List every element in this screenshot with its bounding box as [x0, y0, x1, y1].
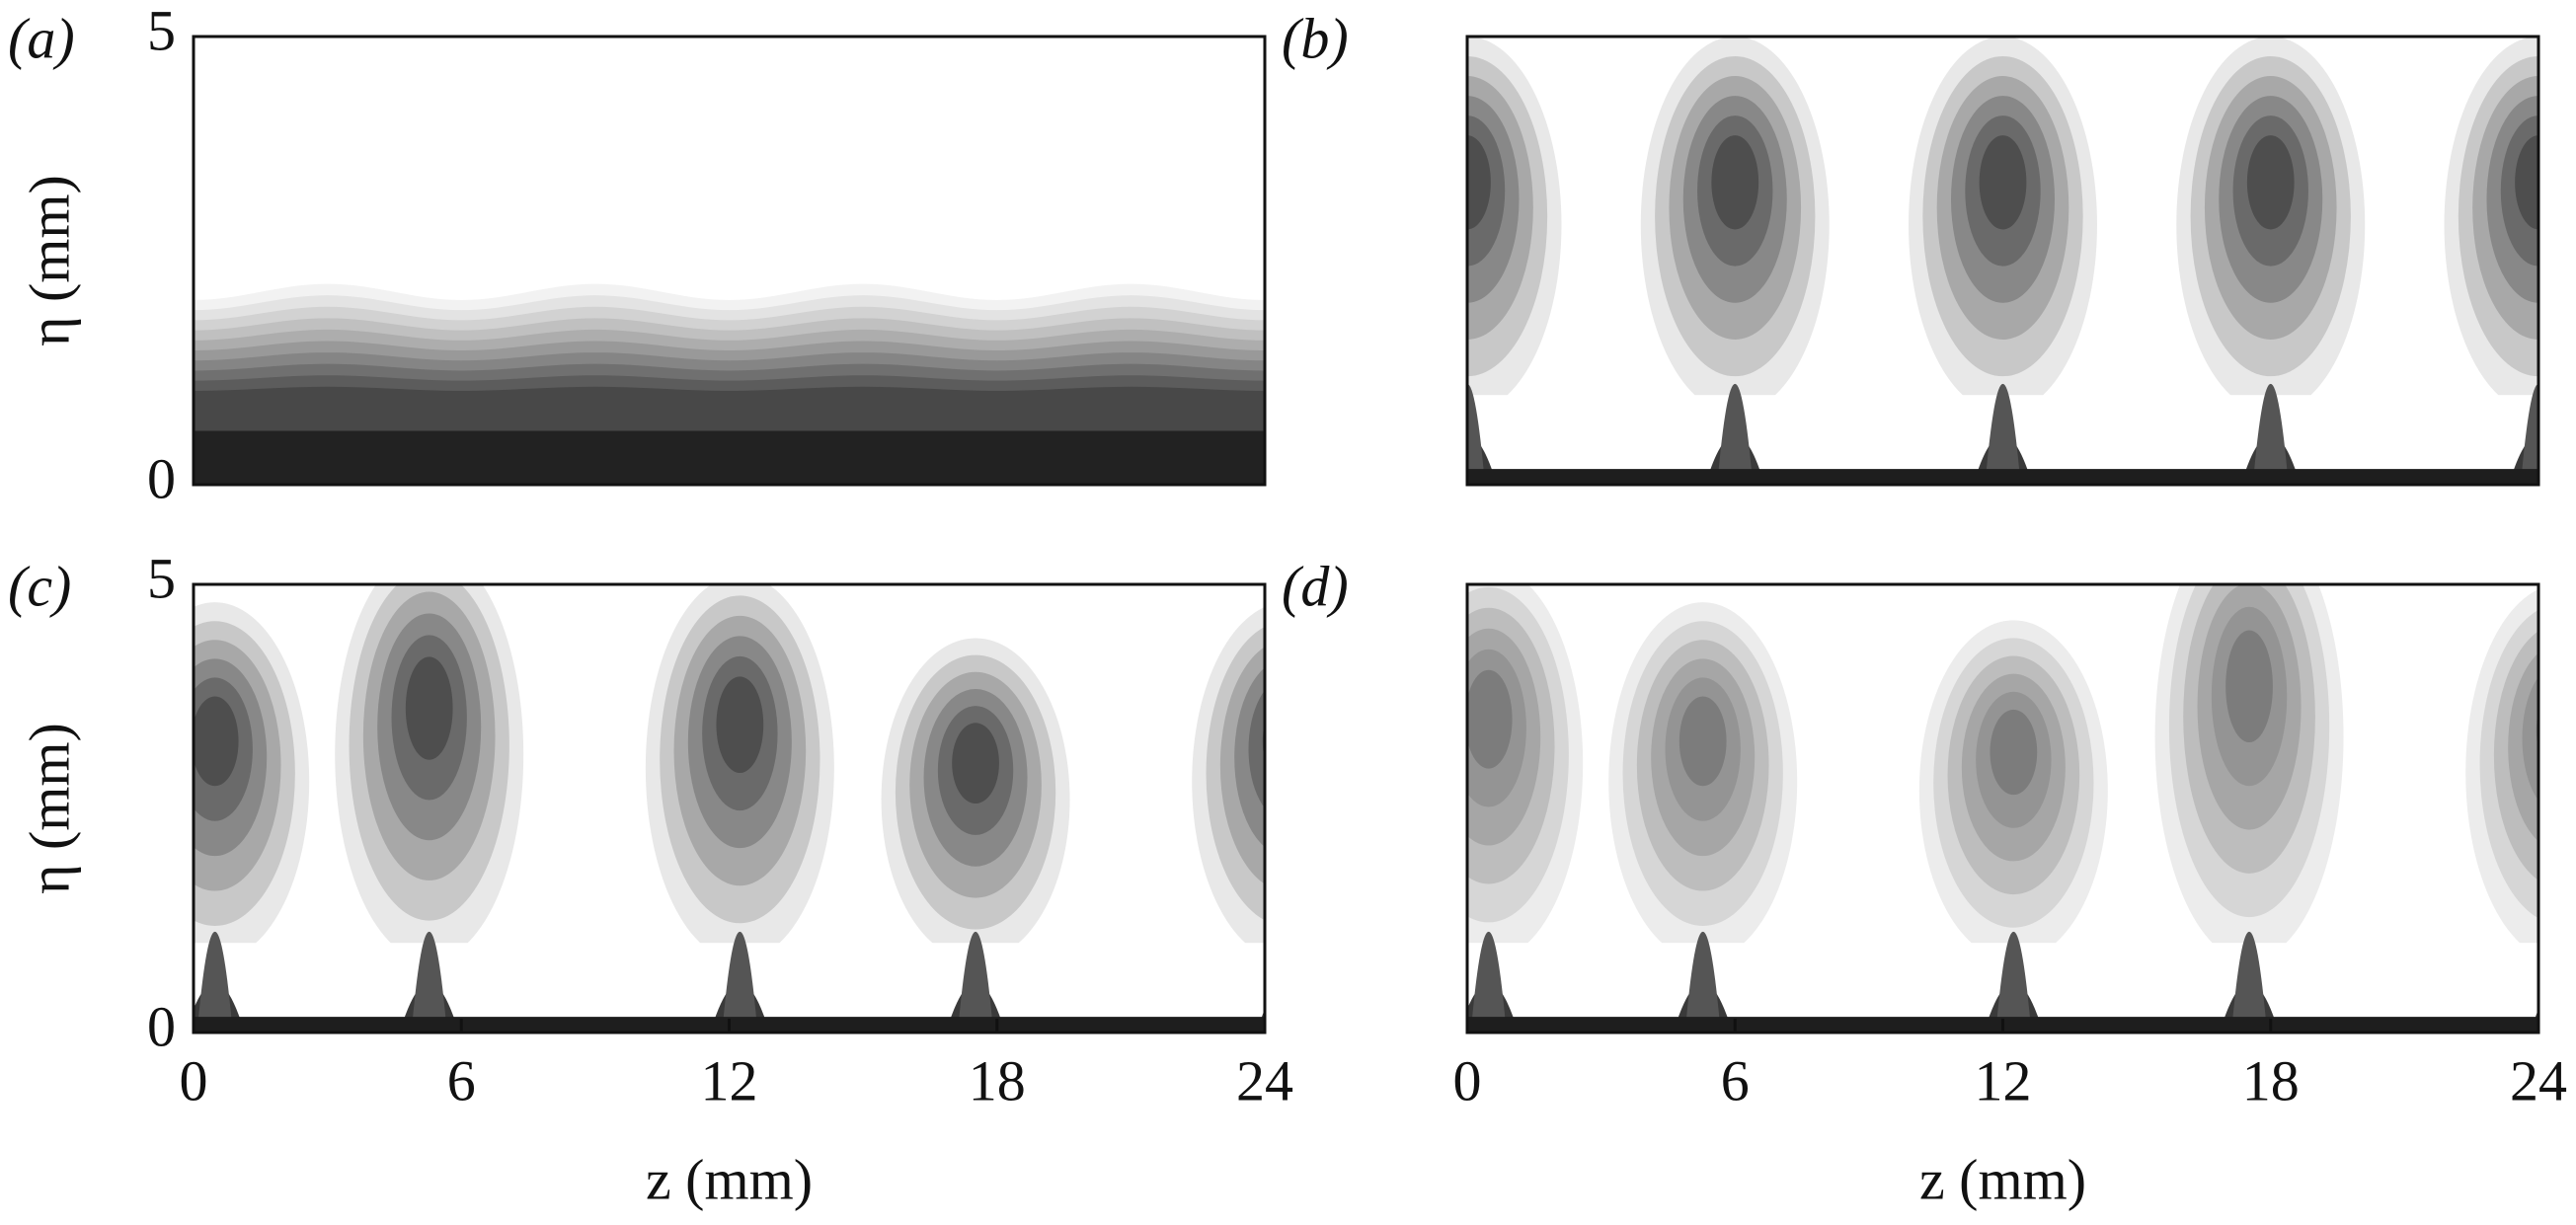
contour-band	[2515, 135, 2538, 230]
contour-plot	[194, 584, 1304, 1033]
contour-band	[1467, 384, 1485, 485]
y-axis-label: η (mm)	[17, 175, 81, 346]
contour-band	[411, 931, 447, 1033]
contour-band	[1467, 135, 1491, 230]
contour-band	[194, 430, 1265, 485]
contour-plot	[1467, 37, 2538, 485]
panel-label: (d)	[1282, 554, 1349, 618]
x-tick-label: 18	[969, 1048, 1026, 1112]
contour-band	[958, 931, 994, 1033]
contour-band	[196, 931, 233, 1033]
contour-band	[1248, 690, 1265, 808]
contour-plot	[1467, 584, 2576, 1033]
contour-band	[1711, 135, 1759, 230]
contour-band	[1995, 931, 2032, 1033]
contour-band	[2225, 630, 2273, 743]
contour-band	[194, 696, 239, 787]
x-tick-label: 12	[701, 1048, 758, 1112]
x-tick-label: 24	[2510, 1048, 2567, 1112]
y-tick-label: 5	[147, 0, 176, 62]
x-tick-label: 6	[447, 1048, 476, 1112]
contour-band	[2231, 931, 2268, 1033]
contour-band	[1684, 931, 1721, 1033]
contour-band	[1467, 669, 1513, 769]
contour-band	[1262, 723, 1265, 760]
panel-label: (c)	[8, 554, 71, 618]
contour-band	[2542, 932, 2576, 1033]
contour-band	[2522, 676, 2538, 802]
x-tick-label: 0	[180, 1048, 208, 1112]
x-tick-label: 0	[1453, 1048, 1482, 1112]
contour-band	[1990, 709, 2038, 796]
contour-band	[2521, 384, 2538, 485]
contour-band	[1467, 469, 2538, 485]
x-axis-label: z (mm)	[646, 1147, 813, 1211]
contour-band	[1985, 383, 2021, 485]
x-tick-label: 18	[2242, 1048, 2300, 1112]
contour-band	[1678, 696, 1727, 787]
contour-band	[1979, 135, 2027, 230]
contour-band	[1717, 383, 1754, 485]
panel-label: (a)	[8, 6, 75, 70]
contour-band	[2536, 710, 2538, 750]
panel-label: (b)	[1282, 6, 1349, 70]
plot-frame	[192, 35, 1267, 487]
x-tick-label: 12	[1975, 1048, 2032, 1112]
y-tick-label: 0	[147, 446, 176, 510]
contour-band	[2246, 135, 2295, 230]
x-tick-label: 6	[1721, 1048, 1750, 1112]
y-tick-label: 0	[147, 994, 176, 1058]
y-tick-label: 5	[147, 546, 176, 610]
y-axis-label: η (mm)	[17, 723, 81, 894]
contour-band	[1269, 932, 1304, 1033]
contour-plot	[194, 283, 1265, 485]
contour-band	[722, 931, 758, 1033]
contour-band	[952, 723, 999, 804]
x-axis-label: z (mm)	[1919, 1147, 2086, 1211]
contour-band	[716, 676, 764, 774]
contour-band	[405, 656, 453, 760]
contour-band	[1470, 931, 1507, 1033]
plot-frame	[1465, 35, 2540, 487]
x-tick-label: 24	[1236, 1048, 1293, 1112]
contour-band	[2252, 383, 2289, 485]
